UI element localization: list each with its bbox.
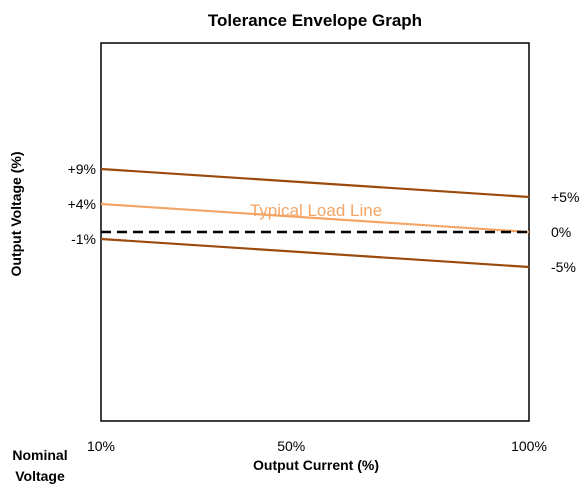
corner-label-line-2: Voltage <box>15 468 65 484</box>
x-tick-label: 100% <box>511 438 547 454</box>
x-axis-title: Output Current (%) <box>253 457 379 473</box>
right-value-label: 0% <box>551 224 571 240</box>
left-value-label: -1% <box>71 231 96 247</box>
typical-load-line-annotation: Typical Load Line <box>250 201 382 220</box>
right-value-label: +5% <box>551 189 579 205</box>
series-line-typical <box>100 202 530 234</box>
left-value-label: +4% <box>68 196 96 212</box>
series-layer <box>100 167 530 269</box>
y-axis-title: Output Voltage (%) <box>8 152 24 277</box>
label-layer: +9% +4% -1% +5% 0% -5% 10% 50% 100% Typical Load … <box>68 161 580 454</box>
series-line-upper <box>100 167 530 199</box>
left-value-label: +9% <box>68 161 96 177</box>
right-value-label: -5% <box>551 259 576 275</box>
x-tick-label: 50% <box>277 438 305 454</box>
series-line-lower <box>100 237 530 269</box>
x-tick-label: 10% <box>87 438 115 454</box>
corner-label-line-1: Nominal <box>12 447 67 463</box>
chart-title: Tolerance Envelope Graph <box>208 11 422 30</box>
